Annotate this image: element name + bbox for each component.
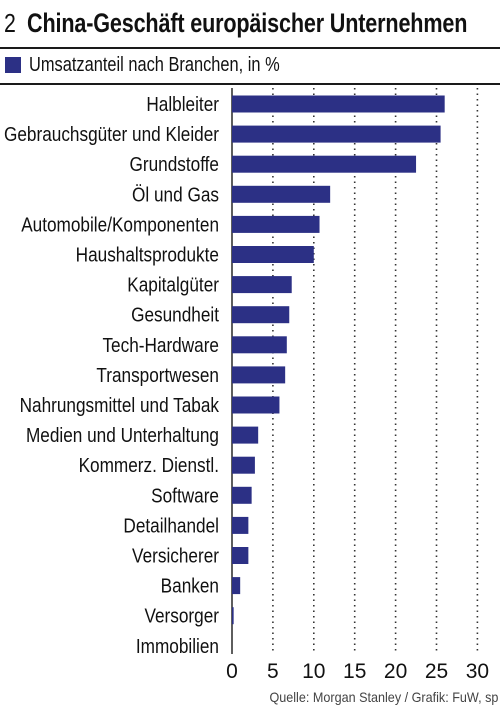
category-label: Medien und Unterhaltung: [26, 424, 219, 447]
source-note: Quelle: Morgan Stanley / Grafik: FuW, sp: [269, 689, 498, 705]
bar: [232, 125, 441, 143]
legend-label: Umsatzanteil nach Branchen, in %: [29, 54, 280, 76]
category-label: Halbleiter: [146, 93, 219, 116]
bar: [232, 396, 280, 414]
legend: Umsatzanteil nach Branchen, in %: [0, 53, 500, 83]
x-tick-label: 0: [226, 660, 238, 683]
x-tick-label: 20: [384, 660, 407, 683]
x-tick-label: 25: [425, 660, 448, 683]
category-label: Kapitalgüter: [127, 273, 219, 296]
legend-swatch: [5, 57, 21, 73]
category-label: Detailhandel: [123, 514, 219, 537]
category-label: Tech-Hardware: [102, 334, 219, 357]
category-label: Haushaltsprodukte: [76, 243, 219, 266]
category-label: Transportwesen: [96, 364, 219, 387]
bar: [232, 426, 259, 444]
bar: [232, 456, 255, 474]
category-label: Versorger: [144, 604, 219, 627]
category-label: Versicherer: [132, 544, 219, 567]
figure-number: 2: [4, 8, 16, 38]
bar: [232, 366, 286, 384]
bar: [232, 246, 314, 263]
category-label: Gebrauchsgüter und Kleider: [4, 123, 219, 146]
legend-rule: [0, 83, 500, 85]
x-tick-label: 10: [302, 660, 325, 683]
category-label: Immobilien: [136, 635, 219, 658]
x-tick-label: 5: [267, 660, 279, 683]
bar: [232, 95, 445, 113]
category-label: Software: [151, 484, 219, 507]
category-label: Banken: [161, 574, 219, 597]
bar: [232, 276, 292, 294]
figure-header: 2 China-Geschäft europäischer Unternehme…: [0, 0, 500, 48]
category-label: Nahrungsmittel und Tabak: [20, 394, 220, 417]
category-label: Automobile/Komponenten: [21, 213, 219, 236]
category-label: Öl und Gas: [132, 183, 219, 206]
category-label: Kommerz. Dienstl.: [79, 454, 219, 477]
bar: [232, 185, 331, 203]
x-tick-label: 30: [466, 660, 489, 683]
x-tick-label: 15: [343, 660, 366, 683]
bar: [232, 577, 241, 595]
chart-title: China-Geschäft europäischer Unternehmen: [27, 8, 468, 38]
bar: [232, 607, 234, 625]
bar: [232, 516, 249, 534]
bar: [232, 215, 320, 233]
title-rule: [0, 47, 500, 49]
bar: [232, 155, 417, 173]
category-label: Grundstoffe: [129, 153, 219, 176]
bar-chart: Halbleiter Gebrauchsgüter und Kleider Grun…: [4, 88, 489, 683]
bar: [232, 336, 287, 354]
bar: [232, 306, 290, 324]
bar: [232, 547, 249, 564]
category-label: Gesundheit: [131, 303, 220, 326]
bar: [232, 486, 252, 504]
